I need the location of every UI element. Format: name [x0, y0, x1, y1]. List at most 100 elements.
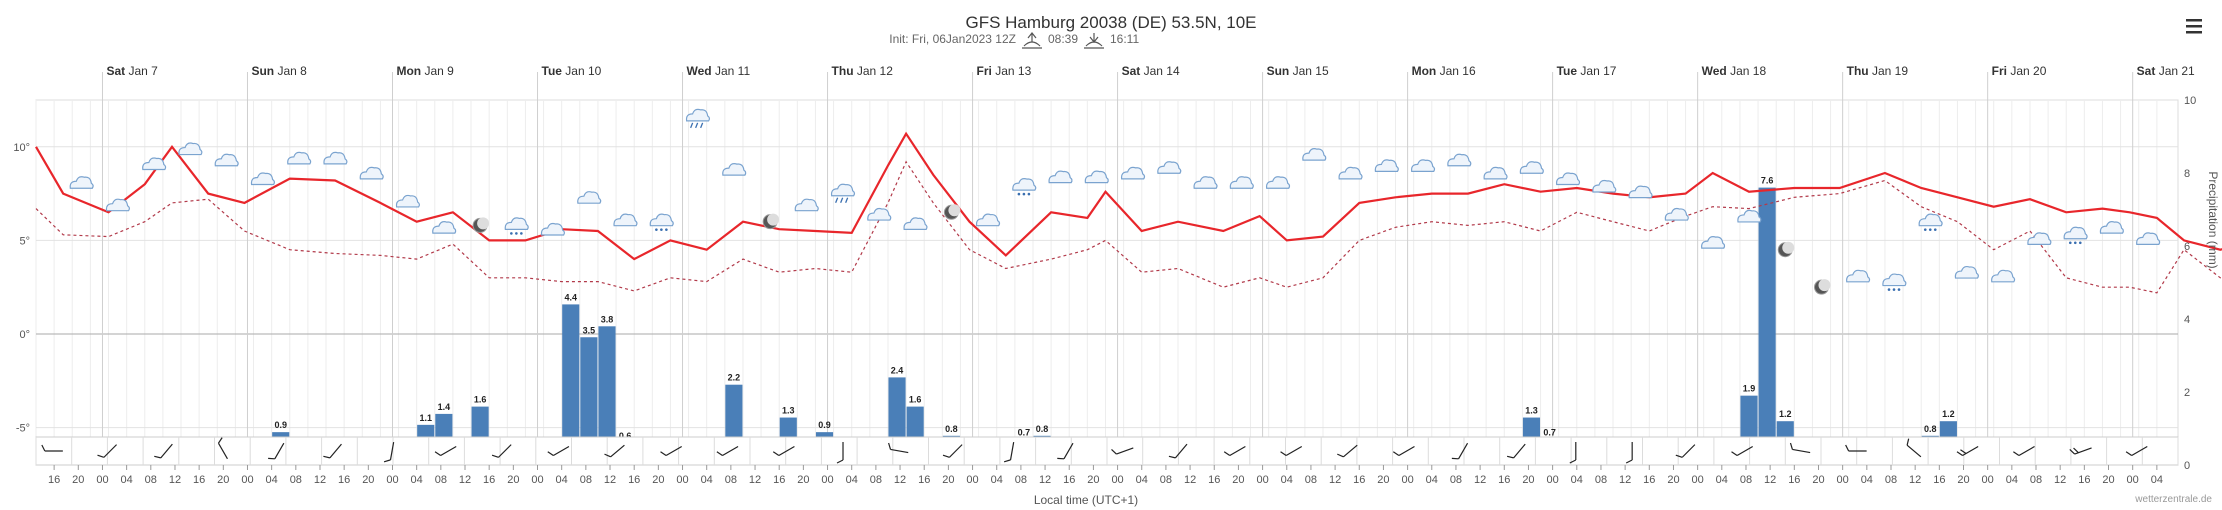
day-label: Fri Jan 20 — [1992, 64, 2047, 78]
credit-text: wetterzentrale.de — [2134, 494, 2212, 505]
x-tick-label: 20 — [362, 474, 374, 486]
x-tick-label: 08 — [1595, 474, 1607, 486]
cloud-icon — [1048, 170, 1073, 184]
x-tick-label: 00 — [241, 474, 253, 486]
wind-feather — [1675, 454, 1683, 458]
temp-tick: 10° — [13, 142, 30, 154]
cloud-shape — [323, 151, 348, 165]
precip-label: 0.7 — [1543, 427, 1556, 437]
temp-tick: 5° — [19, 235, 30, 247]
snow-icon — [649, 213, 674, 231]
wind-shaft — [1063, 442, 1074, 460]
wind-barb — [2013, 445, 2035, 457]
wind-barb — [154, 443, 173, 459]
precip-label: 1.9 — [1743, 384, 1756, 394]
snow-flake — [1897, 288, 1901, 291]
hamburger-icon[interactable] — [2186, 19, 2202, 22]
x-tick-label: 20 — [1812, 474, 1824, 486]
x-tick-label: 16 — [1788, 474, 1800, 486]
snow-flake — [520, 232, 523, 235]
day-label: Sun Jan 8 — [251, 64, 307, 78]
x-tick-label: 16 — [48, 474, 60, 486]
precip-label: 0.8 — [1036, 424, 1049, 434]
x-tick-label: 20 — [72, 474, 84, 486]
cloud-icon — [2136, 232, 2161, 245]
wind-feather — [888, 442, 892, 450]
day-label: Thu Jan 12 — [832, 64, 894, 78]
wind-shaft — [217, 442, 228, 460]
cloud-shape — [1991, 269, 2016, 283]
cloud-icon — [323, 151, 348, 165]
wind-barb — [97, 444, 118, 458]
cloud-icon — [178, 142, 203, 156]
chart-subtitle: Init: Fri, 06Jan2023 12Z — [889, 32, 1016, 46]
wind-barb — [1003, 442, 1015, 463]
cloud-icon — [1483, 166, 1508, 180]
cloud-icon — [1265, 176, 1291, 189]
cloud-icon — [794, 198, 819, 212]
wind-barb — [383, 442, 395, 463]
wind-barb — [268, 442, 285, 460]
x-tick-label: 12 — [1474, 474, 1486, 486]
x-tick-label: 04 — [2151, 474, 2163, 486]
cloud-icon — [1628, 185, 1653, 199]
cloud-icon — [2027, 232, 2052, 245]
precip-label: 4.4 — [564, 292, 577, 302]
moon-icon — [1814, 279, 1831, 295]
cloud-icon — [359, 166, 384, 180]
cloud-shape — [1048, 170, 1073, 184]
snow-icon — [1918, 213, 1943, 231]
wind-feather — [323, 455, 331, 459]
wind-feather — [1569, 459, 1577, 464]
wind-feather — [716, 451, 723, 457]
x-tick-label: 16 — [2078, 474, 2090, 486]
x-tick-label: 16 — [1933, 474, 1945, 486]
cloud-shape — [685, 108, 711, 122]
sunset-time: 16:11 — [1110, 32, 1139, 46]
x-tick-label: 04 — [991, 474, 1003, 486]
cloud-shape — [975, 213, 1001, 227]
cloud-icon — [1701, 236, 1726, 249]
day-label: Mon Jan 9 — [396, 64, 454, 78]
day-label: Tue Jan 17 — [1557, 64, 1617, 78]
cloud-shape — [432, 221, 457, 234]
x-tick-label: 20 — [942, 474, 954, 486]
wind-shaft — [722, 445, 739, 457]
x-tick-label: 16 — [193, 474, 205, 486]
chart-title: GFS Hamburg 20038 (DE) 53.5N, 10E — [965, 13, 1256, 32]
day-label: Wed Jan 18 — [1702, 64, 1767, 78]
x-tick-label: 16 — [1208, 474, 1220, 486]
wind-feather — [2073, 447, 2079, 454]
x-tick-label: 08 — [1160, 474, 1172, 486]
wind-feather — [1003, 459, 1011, 463]
precip-tick: 0 — [2184, 460, 2190, 472]
wind-shaft — [2131, 445, 2148, 457]
wind-feather — [41, 444, 46, 452]
x-tick-label: 08 — [145, 474, 157, 486]
precip-tick: 2 — [2184, 387, 2190, 399]
x-tick-label: 12 — [1764, 474, 1776, 486]
x-tick-label: 20 — [1667, 474, 1679, 486]
wind-shaft — [389, 442, 395, 460]
menu-button[interactable] — [2182, 14, 2206, 38]
x-tick-label: 20 — [1232, 474, 1244, 486]
cloud-shape — [1229, 176, 1254, 189]
x-tick-label: 16 — [483, 474, 495, 486]
wind-shaft — [1792, 448, 1811, 454]
rain-drop — [695, 122, 699, 129]
snow-flake — [510, 232, 513, 235]
day-label: Tue Jan 10 — [542, 64, 602, 78]
cloud-icon — [1410, 159, 1436, 172]
rain-icon — [685, 108, 711, 129]
wind-barb — [434, 445, 457, 457]
rain-drop — [840, 197, 844, 203]
day-label: Sat Jan 7 — [106, 64, 158, 78]
wind-barb — [1392, 445, 1415, 457]
moon-shadow — [1782, 241, 1795, 254]
cloud-icon — [1846, 269, 1871, 283]
cloud-icon — [975, 213, 1001, 227]
wind-barb — [323, 443, 342, 459]
wind-feather — [2069, 449, 2076, 455]
wind-feather — [2125, 451, 2133, 457]
wind-barb — [491, 444, 512, 458]
